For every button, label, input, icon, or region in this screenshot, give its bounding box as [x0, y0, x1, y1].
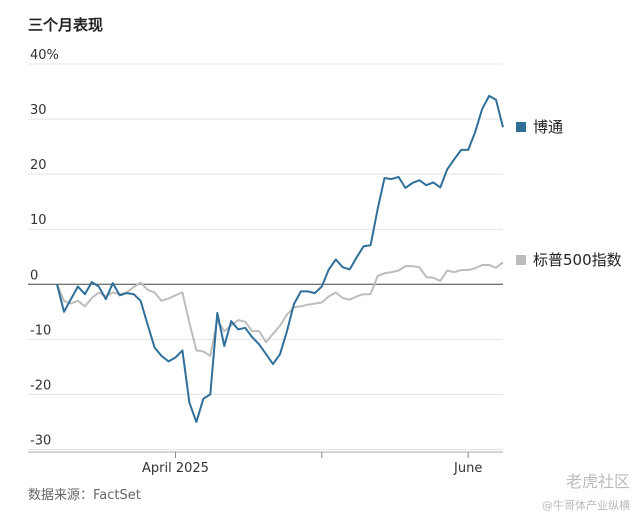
y-tick-label: 40%: [30, 48, 59, 63]
y-tick-label: 30: [30, 103, 47, 118]
y-tick-label: -20: [30, 378, 51, 393]
x-tick-label: June: [453, 461, 482, 476]
y-tick-label: -10: [30, 323, 51, 338]
y-tick-label: 20: [30, 158, 47, 173]
line: [56, 94, 504, 423]
legend-swatch: [516, 122, 526, 132]
legend-label: 博通: [533, 118, 563, 136]
y-tick-label: -30: [30, 433, 51, 448]
chart-title: 三个月表现: [28, 16, 103, 34]
legend-label: 标普500指数: [533, 251, 622, 269]
watermark: 老虎社区: [566, 472, 630, 491]
y-tick-label: 10: [30, 213, 47, 228]
line: [56, 261, 504, 357]
source: 数据来源：FactSet: [28, 488, 141, 503]
y-tick-label: 0: [30, 268, 38, 283]
legend-swatch: [516, 255, 526, 265]
x-tick-label: April 2025: [142, 461, 209, 476]
watermark: @牛哥体产业纵横: [542, 498, 630, 512]
